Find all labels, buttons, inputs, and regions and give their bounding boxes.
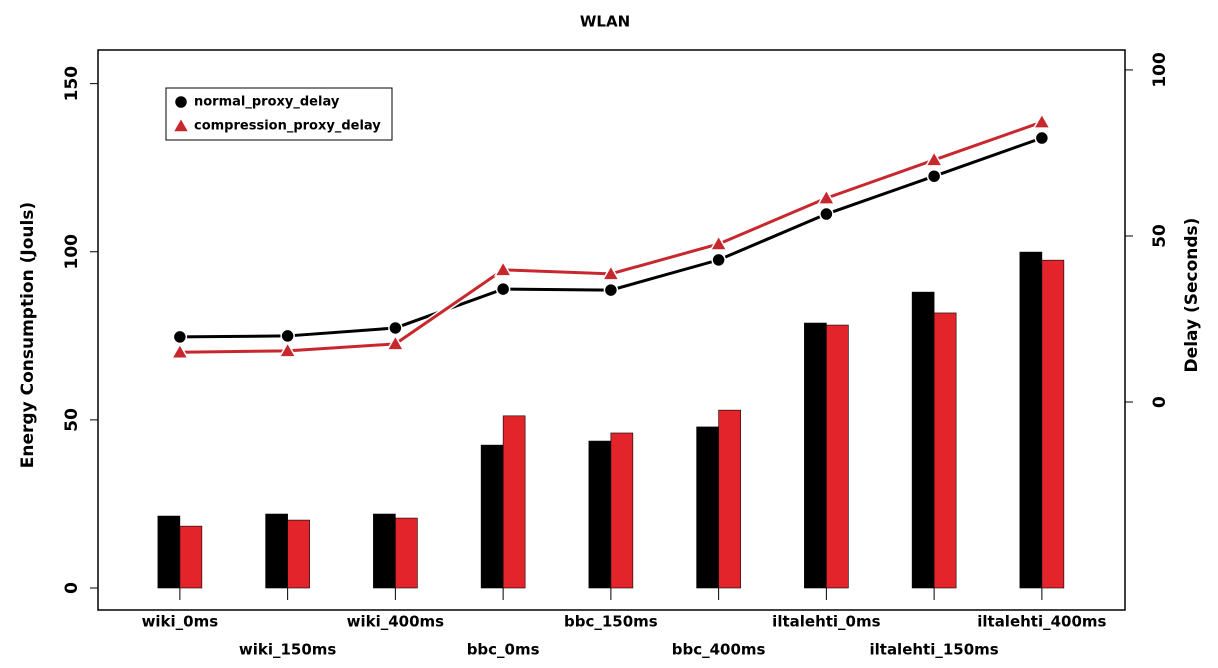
x-tick-label: wiki_0ms [142, 613, 219, 631]
y2-tick-label: 0 [1150, 396, 1170, 408]
x-tick-label: bbc_150ms [564, 613, 658, 631]
x-tick-label: iltalehti_150ms [869, 641, 998, 659]
chart-title: WLAN [580, 13, 630, 31]
line-marker [495, 281, 511, 297]
line-marker [924, 150, 944, 167]
bar [287, 519, 310, 589]
bar [1041, 259, 1065, 589]
line-marker [278, 341, 297, 358]
bar [395, 517, 418, 589]
line-marker [709, 234, 728, 251]
y-tick-label: 50 [62, 408, 82, 432]
line-marker [172, 329, 188, 345]
y2-axis-label: Delay (Seconds) [1182, 218, 1202, 373]
bar [157, 515, 181, 589]
bar [265, 513, 288, 589]
bar [610, 432, 634, 589]
legend-label: normal_proxy_delay [194, 95, 340, 110]
x-tick-label: wiki_150ms [239, 641, 337, 659]
y-tick-label: 100 [62, 234, 82, 270]
line-marker [493, 260, 513, 277]
legend-box [165, 87, 393, 141]
line-marker [170, 342, 190, 359]
bar [933, 312, 957, 589]
bar [179, 525, 203, 589]
bar [1019, 251, 1043, 589]
bar [696, 426, 719, 589]
line-marker [601, 264, 621, 281]
x-tick-label: iltalehti_0ms [772, 613, 880, 631]
y-tick-label: 0 [62, 582, 82, 594]
line-marker [388, 320, 403, 336]
bar [373, 513, 396, 589]
bar [718, 409, 741, 589]
plot-frame [97, 49, 1126, 611]
y-tick-label: 150 [62, 66, 82, 102]
legend-label: compression_proxy_delay [194, 119, 381, 134]
y2-tick-label: 100 [1150, 52, 1170, 88]
line-marker [386, 334, 405, 351]
y-axis-label: Energy Consumption (Jouls) [18, 202, 38, 468]
bar [502, 415, 526, 589]
bar [911, 291, 935, 589]
line-marker [819, 206, 834, 222]
bar [480, 444, 504, 589]
line-marker [926, 168, 942, 184]
line-marker [280, 328, 295, 344]
line-marker [171, 116, 191, 133]
line-marker [173, 94, 189, 110]
x-tick-label: iltalehti_400ms [977, 613, 1106, 631]
line-marker [1032, 112, 1052, 129]
bar [588, 440, 612, 589]
x-tick-label: bbc_400ms [672, 641, 766, 659]
line-marker [1034, 130, 1050, 146]
y2-tick-label: 50 [1150, 224, 1170, 248]
x-tick-label: bbc_0ms [467, 641, 540, 659]
line-marker [817, 188, 836, 205]
bar [826, 324, 849, 589]
x-tick-label: wiki_400ms [347, 613, 445, 631]
bar [804, 322, 827, 589]
line-marker [711, 252, 726, 268]
line-marker [603, 282, 619, 298]
